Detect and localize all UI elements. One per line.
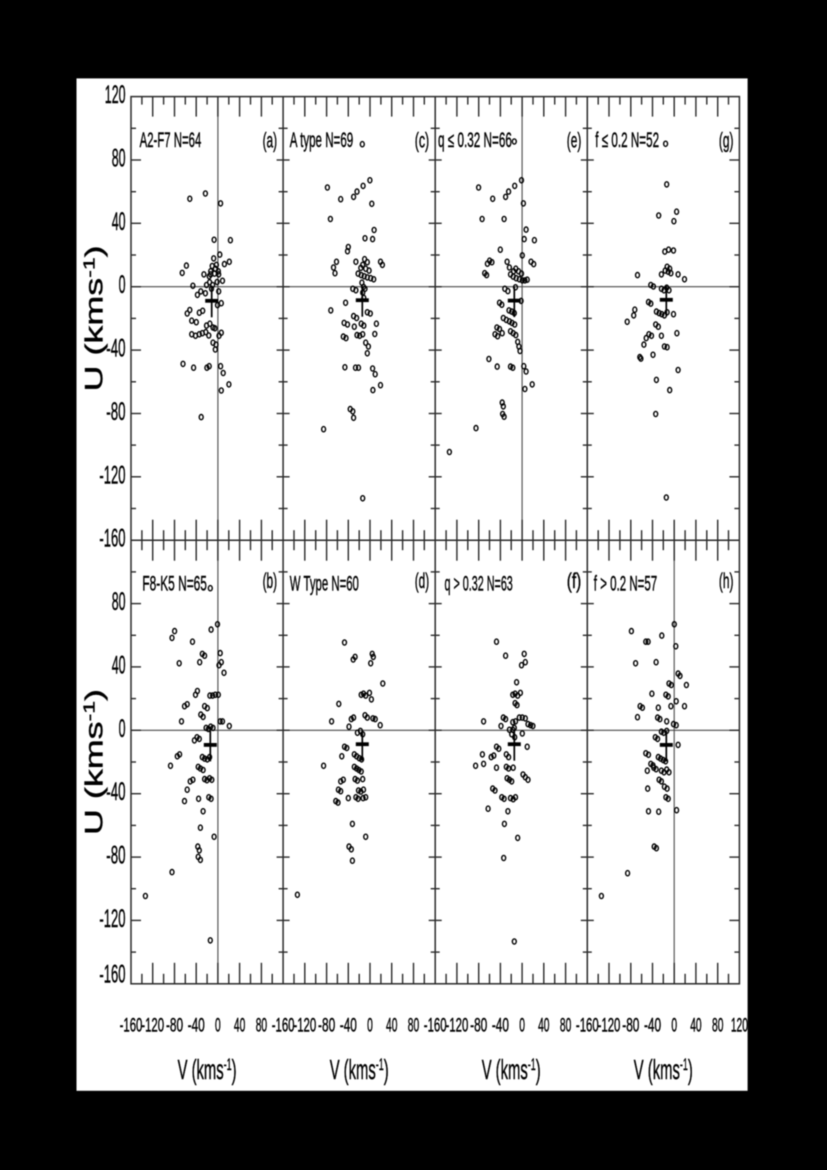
svg-text:80: 80 bbox=[560, 1016, 571, 1037]
svg-text:80: 80 bbox=[408, 1016, 419, 1037]
svg-text:f ≤ 0.2 N=52: f ≤ 0.2 N=52 bbox=[595, 129, 659, 152]
svg-text:-40: -40 bbox=[644, 1016, 661, 1037]
svg-text:(a): (a) bbox=[263, 130, 278, 153]
svg-text:(h): (h) bbox=[719, 570, 734, 593]
svg-text:0: 0 bbox=[367, 1016, 373, 1037]
svg-text:-120: -120 bbox=[99, 461, 125, 489]
svg-text:0: 0 bbox=[671, 1016, 677, 1037]
svg-text:-160: -160 bbox=[272, 1016, 295, 1037]
svg-text:-160: -160 bbox=[424, 1016, 447, 1037]
svg-text:-120: -120 bbox=[446, 1016, 469, 1037]
svg-text:q ≤ 0.32 N=66: q ≤ 0.32 N=66 bbox=[438, 129, 512, 152]
svg-text:W Type N=60: W Type N=60 bbox=[290, 573, 359, 596]
svg-text:40: 40 bbox=[112, 208, 126, 236]
svg-text:120: 120 bbox=[105, 81, 126, 109]
svg-text:40: 40 bbox=[386, 1016, 397, 1037]
svg-text:(e): (e) bbox=[567, 130, 582, 153]
svg-text:-80: -80 bbox=[318, 1016, 335, 1037]
svg-text:80: 80 bbox=[112, 588, 126, 616]
svg-text:(d): (d) bbox=[415, 570, 430, 593]
svg-text:(b): (b) bbox=[263, 570, 278, 593]
svg-text:f > 0.2 N=57: f > 0.2 N=57 bbox=[594, 573, 657, 596]
svg-text:0: 0 bbox=[119, 715, 126, 743]
svg-text:0: 0 bbox=[215, 1016, 221, 1037]
svg-text:-160: -160 bbox=[120, 1016, 143, 1037]
svg-text:-160: -160 bbox=[99, 525, 125, 553]
svg-text:-40: -40 bbox=[106, 335, 125, 363]
svg-text:-80: -80 bbox=[106, 398, 125, 426]
svg-text:-40: -40 bbox=[106, 778, 125, 806]
svg-text:-120: -120 bbox=[598, 1016, 621, 1037]
svg-text:40: 40 bbox=[112, 651, 126, 679]
svg-text:120: 120 bbox=[731, 1016, 748, 1037]
svg-text:(g): (g) bbox=[719, 130, 734, 153]
svg-text:0: 0 bbox=[519, 1016, 525, 1037]
svg-text:80: 80 bbox=[112, 145, 126, 173]
svg-text:40: 40 bbox=[234, 1016, 245, 1037]
svg-text:-80: -80 bbox=[622, 1016, 639, 1037]
svg-text:-80: -80 bbox=[106, 842, 125, 870]
svg-text:-80: -80 bbox=[166, 1016, 183, 1037]
svg-text:-80: -80 bbox=[470, 1016, 487, 1037]
svg-text:A2-F7 N=64: A2-F7 N=64 bbox=[140, 129, 202, 152]
svg-text:40: 40 bbox=[690, 1016, 701, 1037]
svg-text:40: 40 bbox=[538, 1016, 549, 1037]
svg-text:A type N=69: A type N=69 bbox=[290, 129, 353, 152]
svg-text:-40: -40 bbox=[340, 1016, 357, 1037]
svg-text:F8-K5 N=65: F8-K5 N=65 bbox=[142, 573, 207, 596]
svg-text:-120: -120 bbox=[99, 905, 125, 933]
svg-text:-40: -40 bbox=[492, 1016, 509, 1037]
svg-text:-160: -160 bbox=[576, 1016, 599, 1037]
svg-text:0: 0 bbox=[119, 271, 126, 299]
svg-text:U (kms-1): U (kms-1) bbox=[81, 689, 109, 835]
svg-text:q > 0.32 N=63: q > 0.32 N=63 bbox=[445, 573, 513, 596]
svg-text:80: 80 bbox=[256, 1016, 267, 1037]
svg-text:-40: -40 bbox=[188, 1016, 205, 1037]
svg-text:-160: -160 bbox=[99, 960, 125, 988]
svg-text:(c): (c) bbox=[415, 130, 430, 153]
svg-text:-120: -120 bbox=[293, 1016, 316, 1037]
svg-text:(f): (f) bbox=[567, 570, 582, 593]
svg-text:-120: -120 bbox=[141, 1016, 164, 1037]
svg-text:80: 80 bbox=[712, 1016, 723, 1037]
